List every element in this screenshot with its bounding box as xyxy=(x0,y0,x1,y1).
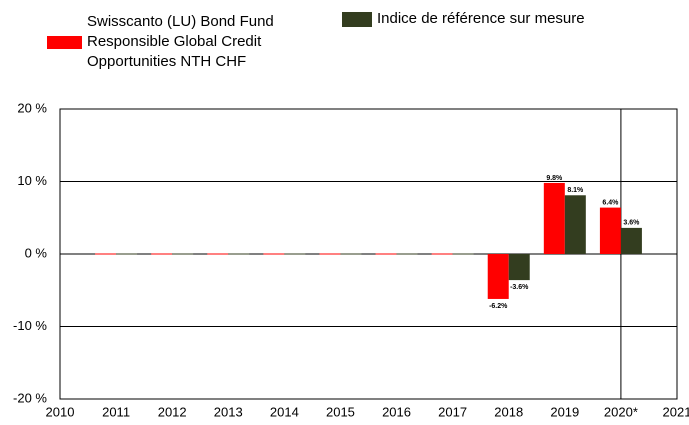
legend-swatch xyxy=(342,12,372,27)
bar xyxy=(116,253,138,255)
x-tick-label: 2019 xyxy=(550,404,579,419)
bar xyxy=(508,254,530,281)
bar xyxy=(375,253,397,255)
bar xyxy=(319,253,341,255)
x-tick-label: 2014 xyxy=(270,404,299,419)
x-tick-label: 2015 xyxy=(326,404,355,419)
x-tick-label: 2012 xyxy=(158,404,187,419)
bar xyxy=(599,207,621,254)
value-label: -6.2% xyxy=(489,303,508,310)
bar xyxy=(564,195,586,254)
legend-swatch xyxy=(47,36,82,49)
bar xyxy=(284,253,306,255)
bar xyxy=(396,253,418,255)
x-tick-label: 2011 xyxy=(102,404,130,419)
y-tick-label: 20 % xyxy=(17,100,47,115)
y-tick-label: -10 % xyxy=(13,318,47,333)
value-label: 9.8% xyxy=(546,175,563,182)
x-tick-label: 2018 xyxy=(494,404,523,419)
x-tick-label: 2021 xyxy=(663,404,689,419)
bar xyxy=(172,253,194,255)
plot-frame xyxy=(59,108,678,400)
value-label: 3.6% xyxy=(623,220,640,227)
x-tick-label: 2020* xyxy=(604,404,638,419)
value-label: 6.4% xyxy=(602,199,619,206)
bar xyxy=(431,253,453,255)
x-tick-label: 2017 xyxy=(438,404,467,419)
value-label: -3.6% xyxy=(510,284,529,291)
bar xyxy=(151,253,173,255)
bar xyxy=(207,253,229,255)
x-tick-label: 2013 xyxy=(214,404,243,419)
value-label: 8.1% xyxy=(567,187,584,194)
bar xyxy=(340,253,362,255)
y-tick-label: -20 % xyxy=(13,390,47,405)
x-tick-label: 2010 xyxy=(46,404,75,419)
bar xyxy=(228,253,250,255)
legend-label: Indice de référence sur mesure xyxy=(377,10,585,27)
bar xyxy=(452,253,474,255)
y-tick-label: 10 % xyxy=(17,173,47,188)
legend-label: Swisscanto (LU) Bond Fund Responsible Gl… xyxy=(87,13,274,70)
bar xyxy=(95,253,117,255)
x-tick-label: 2016 xyxy=(382,404,411,419)
bar xyxy=(543,182,565,254)
bar xyxy=(263,253,285,255)
bar xyxy=(487,254,509,299)
bar xyxy=(620,227,642,254)
y-tick-label: 0 % xyxy=(25,245,48,260)
